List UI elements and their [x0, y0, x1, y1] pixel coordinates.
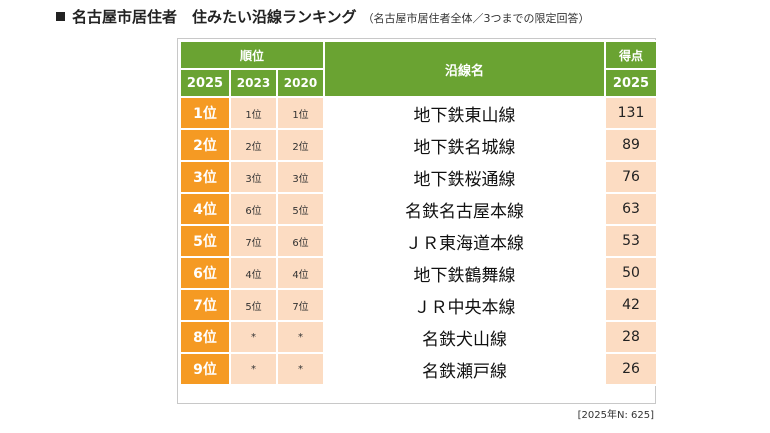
table-row: 5位 7位 6位 ＪＲ東海道本線 53 [179, 224, 658, 258]
sample-size-note: [2025年N: 625] [577, 410, 654, 421]
table-subheader-row: 2025 2023 2020 2025 [179, 68, 658, 98]
line-name: 地下鉄鶴舞線 [323, 256, 606, 290]
rank-2023: 2位 [229, 128, 278, 162]
table-row: 3位 3位 3位 地下鉄桜通線 76 [179, 160, 658, 194]
header-rank: 順位 [179, 40, 325, 70]
rank-2025: 6位 [179, 256, 231, 290]
table-row: 7位 5位 7位 ＪＲ中央本線 42 [179, 288, 658, 322]
score: 28 [604, 320, 658, 354]
header-year-2025: 2025 [179, 68, 231, 98]
rank-2020: * [276, 352, 325, 386]
rank-2023: 5位 [229, 288, 278, 322]
line-name: 名鉄瀬戸線 [323, 352, 606, 386]
line-name: 地下鉄桜通線 [323, 160, 606, 194]
score: 50 [604, 256, 658, 290]
rank-2020: 2位 [276, 128, 325, 162]
table-row: 6位 4位 4位 地下鉄鶴舞線 50 [179, 256, 658, 290]
page-subtitle: （名古屋市居住者全体／3つまでの限定回答） [362, 12, 590, 25]
header-year-2020: 2020 [276, 68, 325, 98]
line-name: 名鉄犬山線 [323, 320, 606, 354]
score: 42 [604, 288, 658, 322]
table-header-row: 順位 沿線名 得点 [179, 40, 658, 98]
line-name: 名鉄名古屋本線 [323, 192, 606, 226]
rank-2023: 7位 [229, 224, 278, 258]
rank-2020: 5位 [276, 192, 325, 226]
rank-2020: 6位 [276, 224, 325, 258]
table-row: 8位 * * 名鉄犬山線 28 [179, 320, 658, 354]
line-name: ＪＲ東海道本線 [323, 224, 606, 258]
table-row: 9位 * * 名鉄瀬戸線 26 [179, 352, 658, 386]
table-row: 1位 1位 1位 地下鉄東山線 131 [179, 96, 658, 130]
score: 26 [604, 352, 658, 386]
black-square-icon [56, 12, 65, 21]
page-title: 名古屋市居住者 住みたい沿線ランキング [72, 8, 357, 26]
score: 53 [604, 224, 658, 258]
score: 63 [604, 192, 658, 226]
rank-2025: 7位 [179, 288, 231, 322]
table-row: 4位 6位 5位 名鉄名古屋本線 63 [179, 192, 658, 226]
score: 89 [604, 128, 658, 162]
rank-2025: 1位 [179, 96, 231, 130]
rank-2023: * [229, 320, 278, 354]
rank-2025: 4位 [179, 192, 231, 226]
rank-2023: * [229, 352, 278, 386]
rank-2025: 3位 [179, 160, 231, 194]
rank-2020: 4位 [276, 256, 325, 290]
line-name: 地下鉄名城線 [323, 128, 606, 162]
table-row: 2位 2位 2位 地下鉄名城線 89 [179, 128, 658, 162]
rank-2020: 3位 [276, 160, 325, 194]
rank-2023: 4位 [229, 256, 278, 290]
header-score: 得点 [604, 40, 658, 70]
rank-2020: * [276, 320, 325, 354]
line-name: 地下鉄東山線 [323, 96, 606, 130]
score: 76 [604, 160, 658, 194]
header-year-2023: 2023 [229, 68, 278, 98]
header-score-year: 2025 [604, 68, 658, 98]
rank-2023: 3位 [229, 160, 278, 194]
rank-2025: 9位 [179, 352, 231, 386]
rank-2025: 2位 [179, 128, 231, 162]
rank-2025: 5位 [179, 224, 231, 258]
line-name: ＪＲ中央本線 [323, 288, 606, 322]
rank-2025: 8位 [179, 320, 231, 354]
rank-2023: 6位 [229, 192, 278, 226]
score: 131 [604, 96, 658, 130]
header-line-name: 沿線名 [323, 40, 606, 98]
rank-2020: 1位 [276, 96, 325, 130]
ranking-table: 順位 沿線名 得点 2025 2023 2020 2025 1位 1位 1位 地… [179, 40, 658, 386]
rank-2020: 7位 [276, 288, 325, 322]
page-heading: 名古屋市居住者 住みたい沿線ランキング （名古屋市居住者全体／3つまでの限定回答… [56, 6, 590, 27]
rank-2023: 1位 [229, 96, 278, 130]
